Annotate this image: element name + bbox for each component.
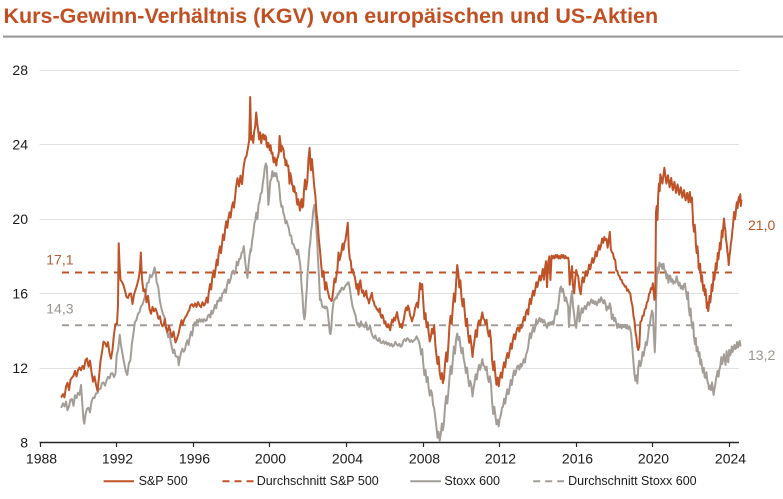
svg-text:2020: 2020 [638, 451, 669, 467]
svg-text:2024: 2024 [715, 451, 746, 467]
svg-text:28: 28 [12, 62, 28, 78]
svg-text:2004: 2004 [332, 451, 363, 467]
svg-text:24: 24 [12, 137, 28, 153]
svg-text:1992: 1992 [102, 451, 133, 467]
svg-text:2008: 2008 [409, 451, 440, 467]
svg-text:21,0: 21,0 [748, 217, 775, 233]
svg-text:Stoxx 600: Stoxx 600 [444, 474, 500, 488]
svg-text:1996: 1996 [179, 451, 210, 467]
svg-text:Kurs-Gewinn-Verhältnis (KGV) v: Kurs-Gewinn-Verhältnis (KGV) von europäi… [4, 4, 659, 28]
svg-text:12: 12 [12, 360, 28, 376]
svg-text:Durchschnitt Stoxx 600: Durchschnitt Stoxx 600 [568, 474, 697, 488]
svg-text:14,3: 14,3 [46, 301, 73, 317]
svg-text:2016: 2016 [562, 451, 593, 467]
svg-text:8: 8 [20, 435, 28, 451]
svg-text:20: 20 [12, 211, 28, 227]
svg-text:S&P 500: S&P 500 [139, 474, 188, 488]
svg-text:17,1: 17,1 [46, 252, 73, 268]
svg-text:2000: 2000 [255, 451, 286, 467]
svg-text:16: 16 [12, 286, 28, 302]
svg-text:1988: 1988 [26, 451, 57, 467]
svg-text:Durchschnitt S&P 500: Durchschnitt S&P 500 [257, 474, 379, 488]
svg-text:2012: 2012 [485, 451, 516, 467]
svg-text:13,2: 13,2 [748, 347, 775, 363]
